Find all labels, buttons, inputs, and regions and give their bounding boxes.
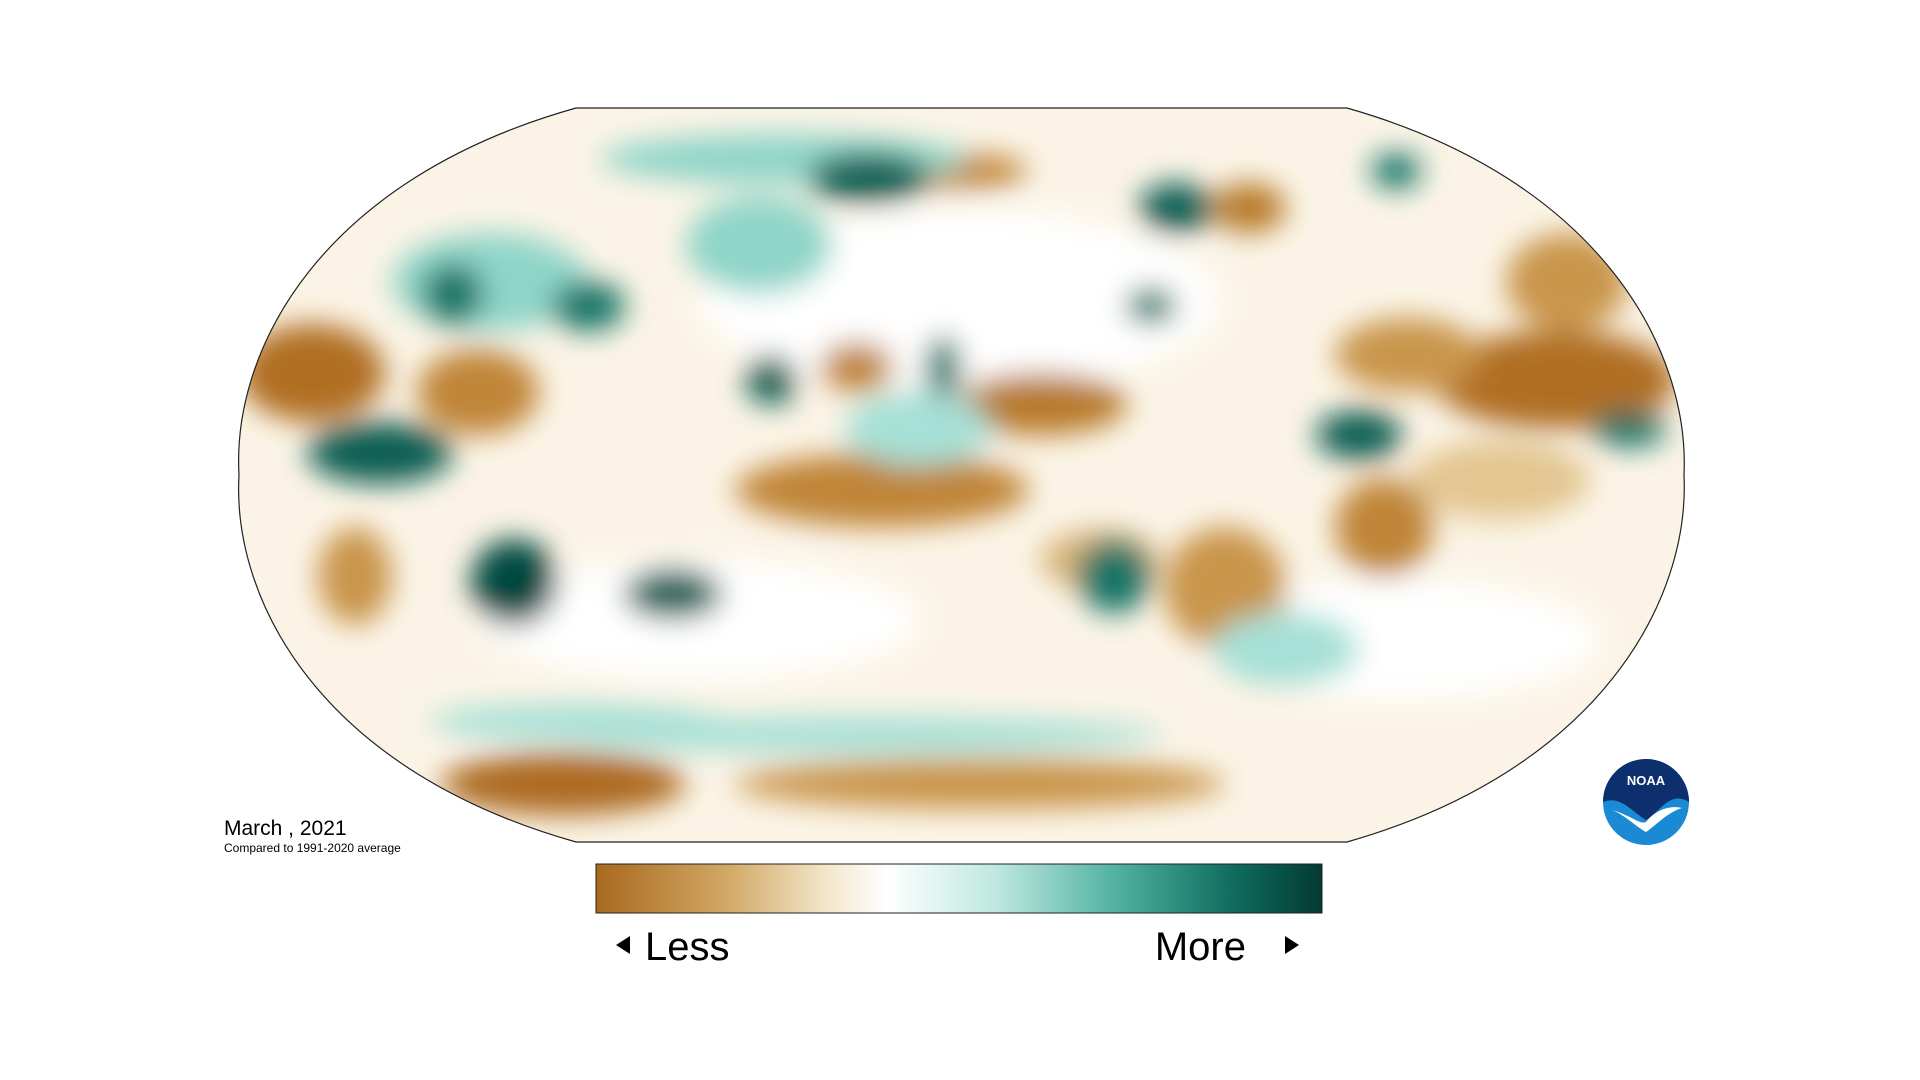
map-border: [238, 107, 1685, 843]
legend-high: More: [1155, 925, 1246, 969]
colorbar: [595, 863, 1323, 914]
arrow-left: [616, 936, 630, 954]
logo-text: NOAA: [1627, 773, 1666, 788]
legend-low: Less: [645, 925, 730, 969]
map: [238, 108, 1685, 842]
anomaly-field: [239, 134, 1677, 815]
map-subtitle: Compared to 1991-2020 average: [224, 841, 401, 855]
arrow-right: [1285, 936, 1299, 954]
noaa-logo: NOAA: [1603, 759, 1689, 845]
map-title: March , 2021: [224, 817, 347, 840]
